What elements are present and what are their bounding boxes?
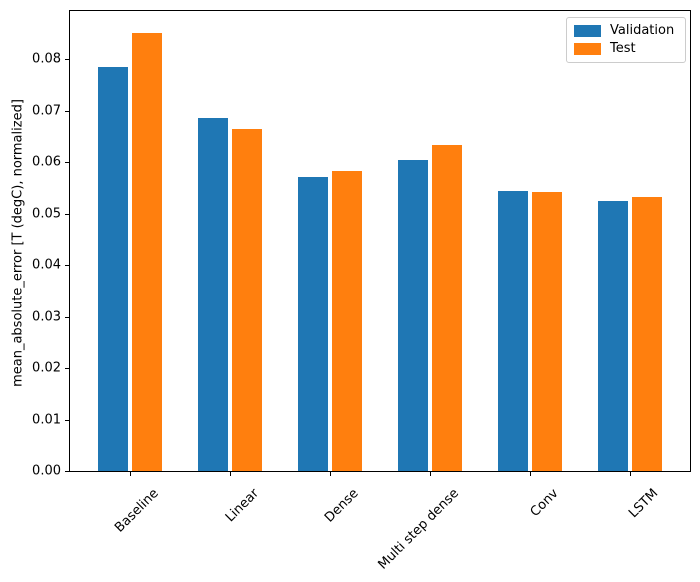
bar-test-lstm	[631, 196, 662, 471]
x-tick-linear	[230, 472, 232, 476]
y-axis-label: mean_absolute_error [T (degC), normalize…	[10, 99, 26, 387]
y-tick-0-06	[65, 162, 69, 164]
x-tick-lstm	[629, 472, 631, 476]
x-tick-label-lstm: LSTM	[626, 486, 662, 522]
legend-swatch-test	[574, 43, 601, 56]
plot-area	[69, 10, 691, 472]
y-tick-0-01	[65, 419, 69, 421]
legend-item-test: Test	[574, 41, 678, 57]
y-tick-0-08	[65, 59, 69, 61]
y-tick-0-02	[65, 368, 69, 370]
x-tick-baseline	[130, 472, 132, 476]
bar-validation-linear	[198, 117, 229, 471]
bar-validation-conv	[497, 190, 528, 471]
y-tick-0-00	[65, 471, 69, 472]
legend-label-validation: Validation	[610, 22, 675, 38]
y-tick-label-0-07: 0.07	[32, 103, 61, 119]
bar-validation-baseline	[98, 67, 129, 471]
bar-validation-dense	[298, 176, 329, 471]
bar-validation-lstm	[597, 201, 628, 471]
y-tick-label-0-08: 0.08	[32, 51, 61, 67]
legend-swatch-validation	[574, 24, 601, 37]
y-tick-label-0-04: 0.04	[32, 257, 61, 273]
x-tick-label-linear: Linear	[222, 486, 262, 526]
x-tick-label-baseline: Baseline	[112, 486, 162, 536]
y-tick-0-03	[65, 316, 69, 318]
legend-label-test: Test	[610, 41, 636, 57]
y-tick-label-0-03: 0.03	[32, 309, 61, 325]
bar-test-linear	[232, 129, 263, 471]
legend-item-validation: Validation	[574, 23, 678, 39]
bar-validation-multi-step-dense	[398, 159, 428, 471]
x-tick-label-dense: Dense	[321, 486, 362, 526]
y-tick-label-0-01: 0.01	[32, 412, 61, 427]
y-tick-label-0-00: 0.00	[32, 463, 61, 479]
y-tick-0-05	[65, 213, 69, 215]
legend: Validation Test	[566, 17, 686, 63]
x-tick-dense	[330, 472, 331, 476]
y-tick-label-0-02: 0.02	[32, 360, 61, 376]
bar-test-conv	[531, 191, 562, 471]
x-tick-multi-step-dense	[430, 472, 431, 476]
x-tick-label-multi-step-dense: Multi step dense	[375, 486, 462, 573]
x-tick-label-conv: Conv	[527, 486, 562, 520]
y-tick-0-04	[65, 265, 69, 267]
x-tick-conv	[529, 472, 531, 476]
bar-test-dense	[332, 171, 362, 471]
bar-test-multi-step-dense	[432, 145, 462, 471]
y-tick-label-0-05: 0.05	[32, 206, 61, 222]
y-tick-label-0-06: 0.06	[32, 154, 61, 170]
bar-test-baseline	[132, 32, 163, 471]
y-tick-0-07	[65, 110, 69, 112]
